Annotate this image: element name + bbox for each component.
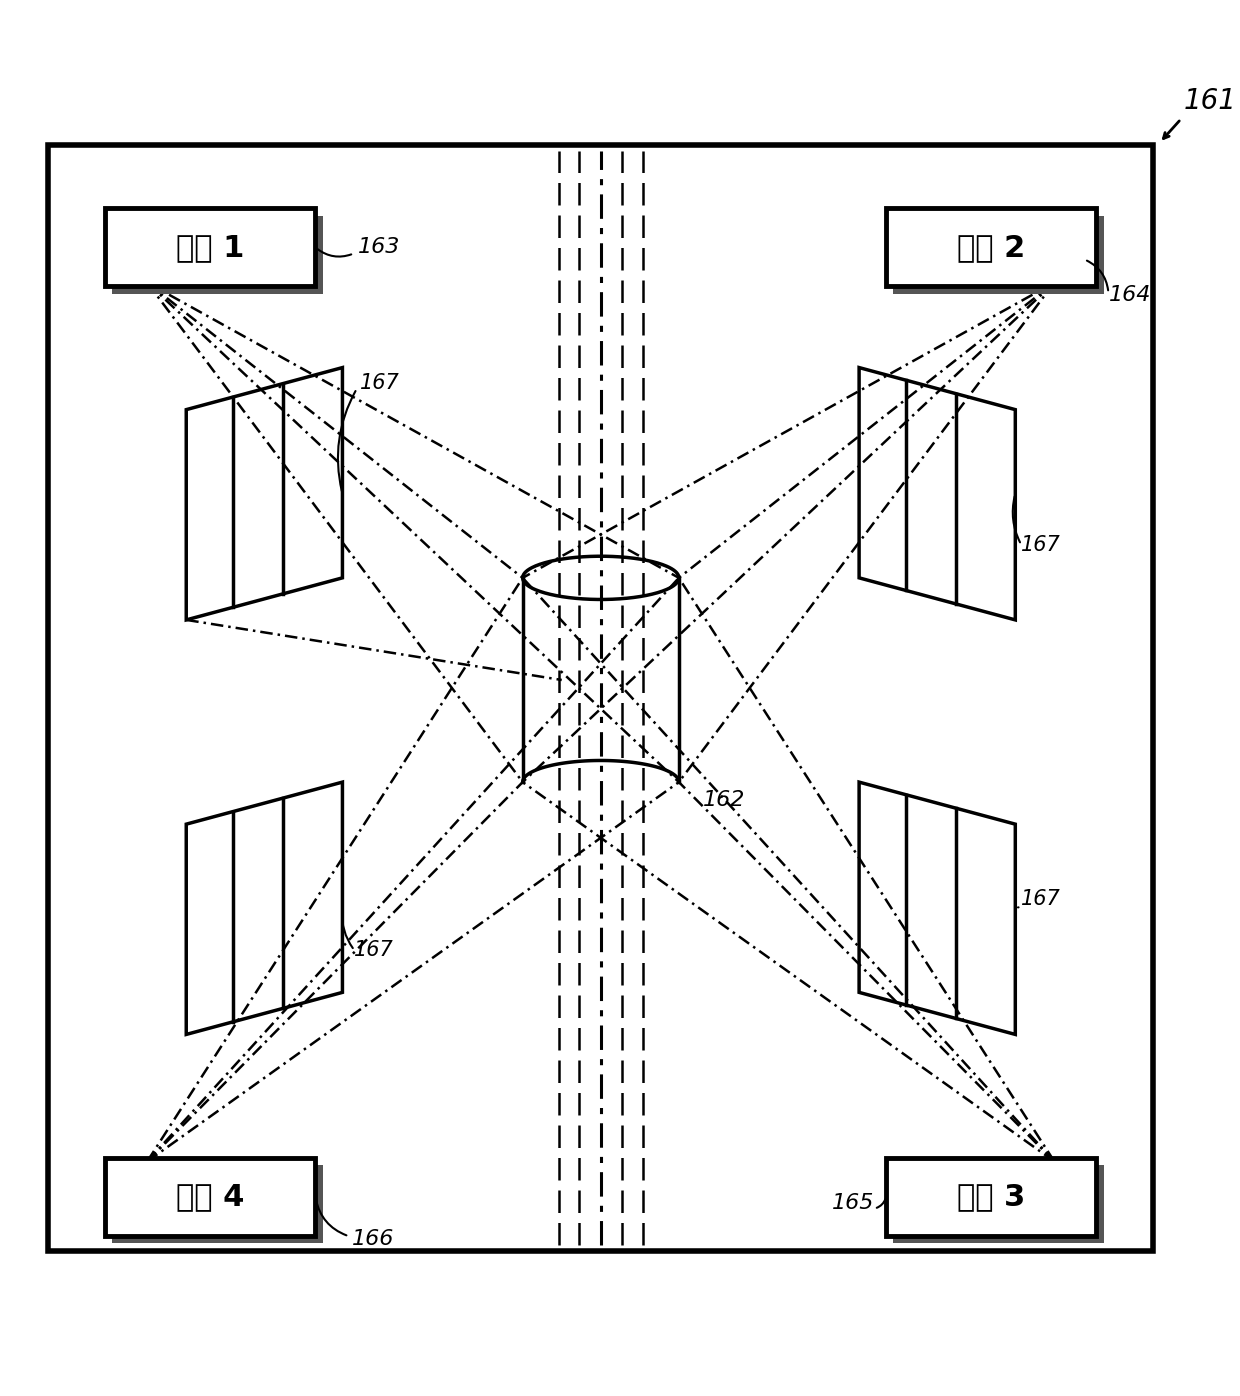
Text: 162: 162 (703, 790, 745, 810)
Text: 165: 165 (832, 1192, 874, 1213)
Bar (113, 215, 322, 293)
Text: 167: 167 (355, 941, 394, 960)
Bar (887, 208, 1096, 286)
Text: 相机 1: 相机 1 (176, 233, 244, 262)
Bar (105, 1157, 315, 1235)
Bar (887, 1157, 1096, 1235)
Text: 167: 167 (1022, 889, 1061, 909)
Bar (113, 1164, 322, 1242)
Text: 166: 166 (351, 1228, 394, 1248)
Bar (105, 208, 315, 286)
Text: 163: 163 (357, 237, 399, 257)
Bar (893, 215, 1104, 293)
Text: 164: 164 (1109, 286, 1151, 306)
Text: 相机 3: 相机 3 (957, 1182, 1025, 1212)
Text: 167: 167 (361, 373, 401, 392)
Bar (893, 1164, 1104, 1242)
Text: 161: 161 (1183, 88, 1236, 116)
Text: 167: 167 (1022, 535, 1061, 554)
Text: 相机 4: 相机 4 (176, 1182, 244, 1212)
Text: 相机 2: 相机 2 (957, 233, 1025, 262)
